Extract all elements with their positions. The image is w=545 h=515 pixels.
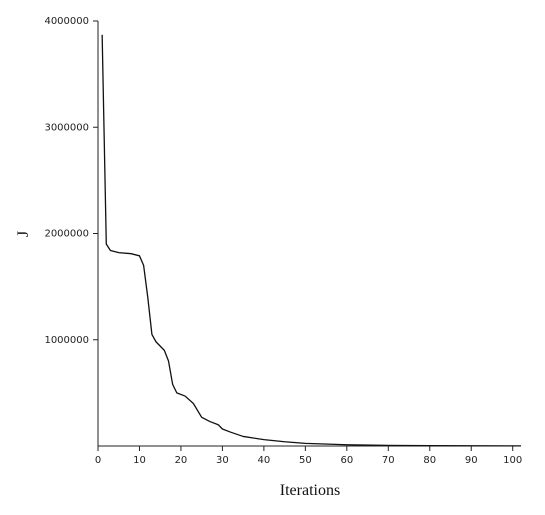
y-axis-title: J bbox=[15, 231, 32, 237]
line bbox=[101, 34, 522, 447]
x-tick-label: 60 bbox=[340, 455, 353, 466]
x-tick-label: 70 bbox=[382, 455, 395, 466]
y-tick-label: 2000000 bbox=[44, 229, 89, 240]
x-tick-label: 20 bbox=[175, 455, 188, 466]
x-tick-label: 50 bbox=[299, 455, 312, 466]
x-tick-label: 10 bbox=[133, 455, 146, 466]
x-tick-label: 0 bbox=[95, 455, 101, 466]
x-tick-label: 90 bbox=[465, 455, 478, 466]
x-tick-label: 30 bbox=[216, 455, 229, 466]
y-tick-label: 4000000 bbox=[44, 16, 89, 27]
x-axis-title: Iterations bbox=[280, 482, 340, 499]
x-tick-label: 40 bbox=[258, 455, 271, 466]
y-tick-label: 3000000 bbox=[44, 122, 89, 133]
y-tick-label: 1000000 bbox=[44, 335, 89, 346]
x-tick-label: 100 bbox=[503, 455, 522, 466]
x-tick-label: 80 bbox=[423, 455, 436, 466]
